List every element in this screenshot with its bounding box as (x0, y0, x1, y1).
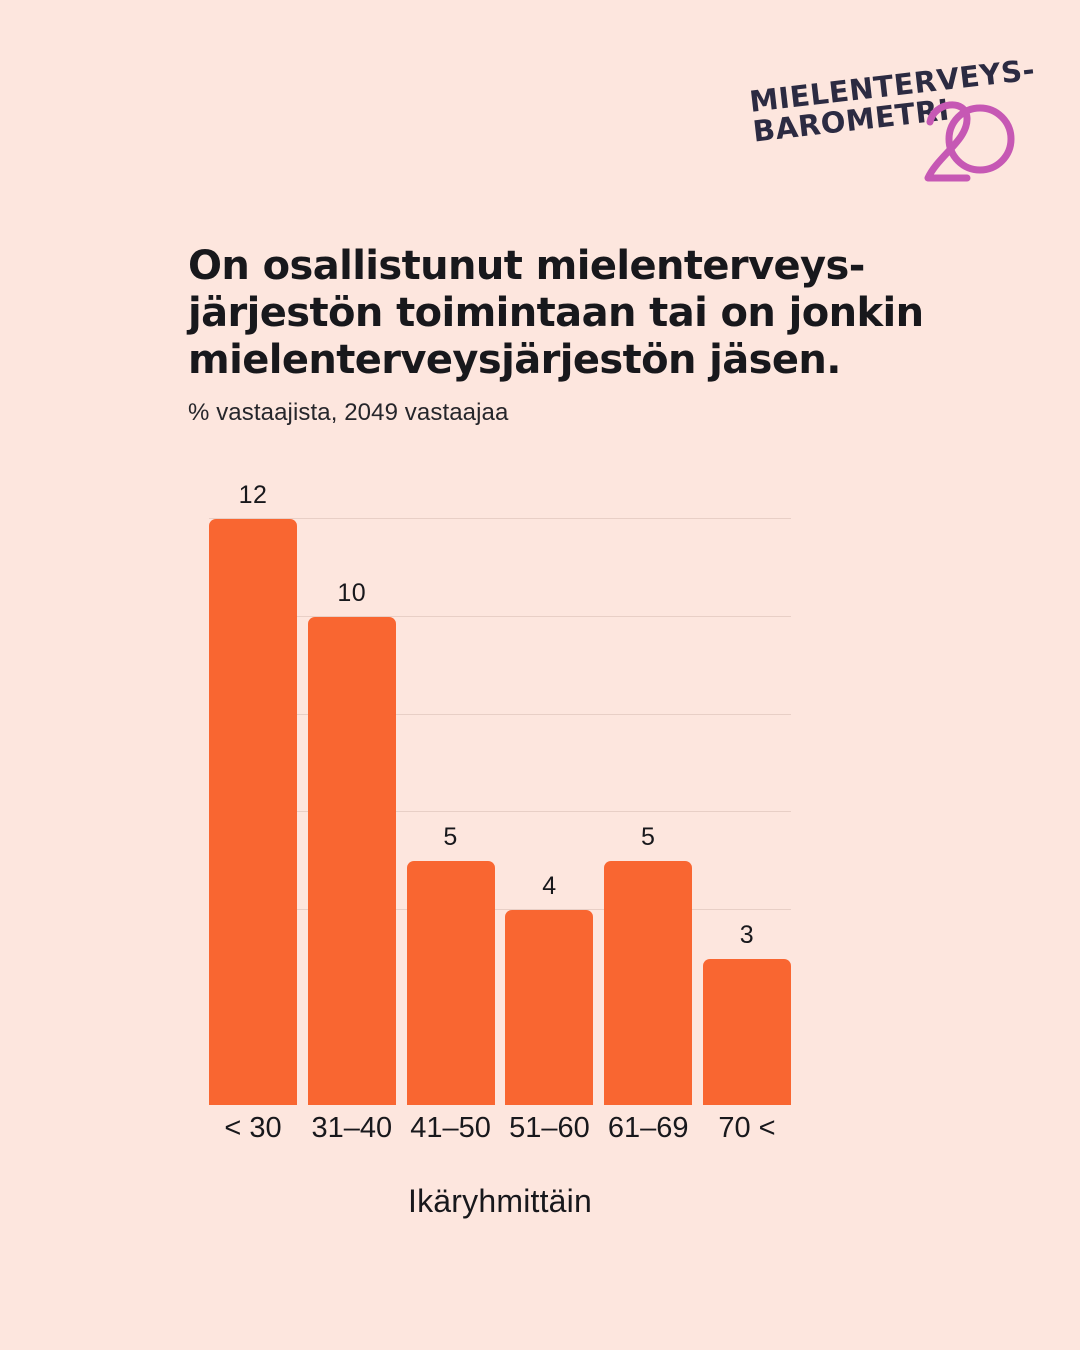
bar-value-label: 5 (443, 822, 458, 851)
bar[interactable] (604, 860, 693, 1105)
bar-slot: 4 (505, 490, 594, 1105)
logo-20-badge-icon (924, 101, 1015, 182)
x-axis-tick-label: 70 < (718, 1112, 776, 1144)
gridline (209, 518, 791, 520)
gridline (209, 713, 791, 715)
x-axis-tick-label: < 30 (224, 1112, 282, 1144)
page-title: On osallistunut mielenterveys- järjestön… (188, 243, 978, 385)
bar[interactable] (406, 860, 495, 1105)
x-axis-tick-label: 41–50 (410, 1112, 491, 1144)
bar[interactable] (209, 519, 297, 1105)
bar[interactable] (307, 616, 396, 1105)
page-title-line-2: järjestön toimintaan tai on jonkin (188, 290, 924, 337)
bar-slot: 12 (209, 481, 297, 1105)
brand-logo: MIELENTERVEYS- BAROMETRI (748, 53, 1037, 198)
chart-bars: 12 10 5 4 5 3 (209, 481, 791, 1105)
bar-value-label: 5 (640, 822, 656, 851)
chart-gridlines (209, 490, 791, 1105)
bar-value-label: 4 (542, 871, 557, 900)
bar-slot: 3 (702, 490, 791, 1105)
x-axis-tick-label: 51–60 (509, 1112, 590, 1144)
bar[interactable] (702, 958, 791, 1105)
gridline (209, 811, 791, 813)
bar-slot: 10 (307, 490, 396, 1105)
x-axis-tick-label: 61–69 (607, 1112, 689, 1144)
bar[interactable] (505, 909, 594, 1105)
bar-slot: 5 (604, 490, 693, 1105)
heading-block: On osallistunut mielenterveys- järjestön… (188, 243, 978, 427)
chart-plot-area: 12 10 5 4 5 3 (209, 481, 791, 1105)
page-subtitle: % vastaajista, 2049 vastaajaa (188, 398, 509, 426)
x-axis-tick-label: 31–40 (311, 1112, 393, 1144)
bar-slot: 5 (406, 490, 495, 1105)
chart-x-axis-labels: < 30 31–40 41–50 51–60 61–69 70 < (209, 1112, 791, 1145)
bar-value-label: 12 (238, 481, 268, 510)
chart-x-axis-title: Ikäryhmittäin (408, 1183, 592, 1219)
bar-value-label: 3 (739, 920, 755, 949)
page-title-line-3: mielenterveysjärjestön jäsen. (188, 337, 842, 384)
bar-value-label: 10 (337, 578, 367, 607)
page-title-line-1: On osallistunut mielenterveys- (188, 243, 865, 289)
gridline (209, 615, 791, 617)
gridline (209, 908, 791, 910)
